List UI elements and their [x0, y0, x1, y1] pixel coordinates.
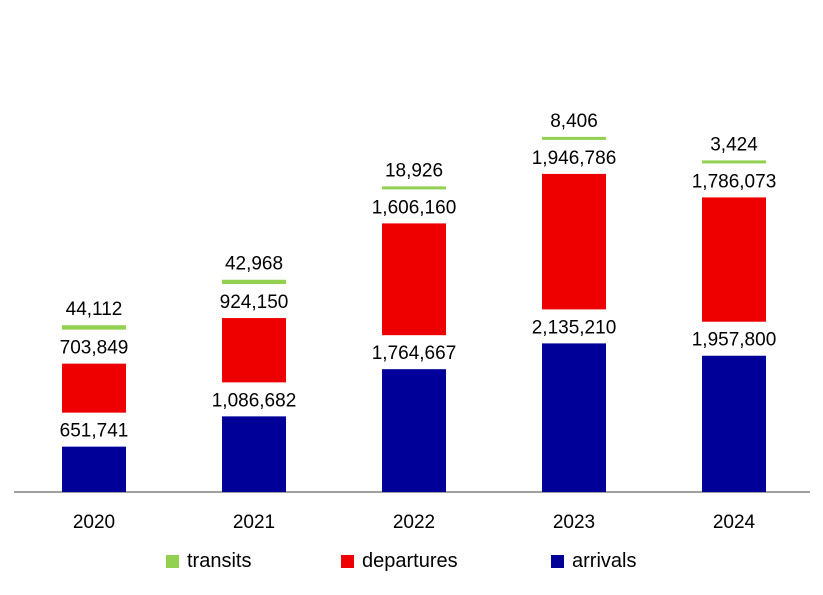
data-label-arrivals-2022: 1,764,667 [372, 343, 457, 364]
legend-label-departures: departures [362, 550, 458, 572]
bar-departures-2024 [702, 197, 766, 322]
bar-departures-2022 [382, 223, 446, 336]
legend-swatch-arrivals [551, 555, 564, 568]
bar-arrivals-2024 [702, 355, 766, 492]
data-label-arrivals-2021: 1,086,682 [212, 390, 297, 411]
bar-transits-2024 [702, 160, 766, 164]
x-tick-label-2024: 2024 [713, 512, 756, 533]
data-labels-group: 651,741 703,849 44,112 1,086,682 924,150 42,9… [60, 111, 777, 442]
legend-item-departures: departures [341, 550, 458, 573]
data-label-arrivals-2024: 1,957,800 [692, 330, 777, 351]
x-tick-label-2021: 2021 [233, 512, 275, 533]
bar-arrivals-2023 [542, 343, 606, 492]
legend-swatch-transits [166, 555, 179, 568]
bar-arrivals-2021 [222, 416, 286, 492]
bar-departures-2021 [222, 318, 286, 383]
data-label-transits-2020: 44,112 [66, 299, 123, 320]
data-label-transits-2024: 3,424 [710, 134, 758, 155]
legend-label-transits: transits [187, 550, 252, 572]
legend-item-transits: transits [166, 550, 251, 573]
data-label-departures-2023: 1,946,786 [532, 148, 617, 169]
data-label-departures-2024: 1,786,073 [692, 171, 777, 192]
data-label-transits-2023: 8,406 [550, 111, 598, 132]
x-tick-label-2023: 2023 [553, 512, 595, 533]
data-label-transits-2021: 42,968 [225, 254, 283, 275]
data-label-arrivals-2020: 651,741 [60, 421, 129, 442]
stacked-bar-chart: 651,741 703,849 44,112 1,086,682 924,150 42,9… [14, 111, 810, 533]
bar-departures-2023 [542, 173, 606, 310]
x-tick-label-2020: 2020 [73, 512, 115, 533]
bar-arrivals-2020 [62, 446, 126, 492]
legend-swatch-departures [341, 555, 354, 568]
bars-group [62, 136, 766, 492]
x-tick-label-2022: 2022 [393, 512, 435, 533]
data-label-departures-2020: 703,849 [60, 338, 129, 359]
bar-transits-2021 [222, 279, 286, 285]
bar-transits-2023 [542, 136, 606, 140]
data-label-departures-2022: 1,606,160 [372, 197, 457, 218]
bar-arrivals-2022 [382, 369, 446, 492]
data-label-transits-2022: 18,926 [385, 160, 443, 181]
legend: transits departures arrivals [0, 550, 823, 580]
bar-departures-2020 [62, 363, 126, 413]
x-tick-labels-group: 2020 2021 2022 2023 2024 [73, 512, 756, 533]
legend-item-arrivals: arrivals [551, 550, 636, 573]
data-label-departures-2021: 924,150 [220, 292, 289, 313]
bar-transits-2022 [382, 186, 446, 190]
legend-label-arrivals: arrivals [572, 550, 637, 572]
data-label-arrivals-2023: 2,135,210 [532, 317, 617, 338]
bar-transits-2020 [62, 325, 126, 330]
